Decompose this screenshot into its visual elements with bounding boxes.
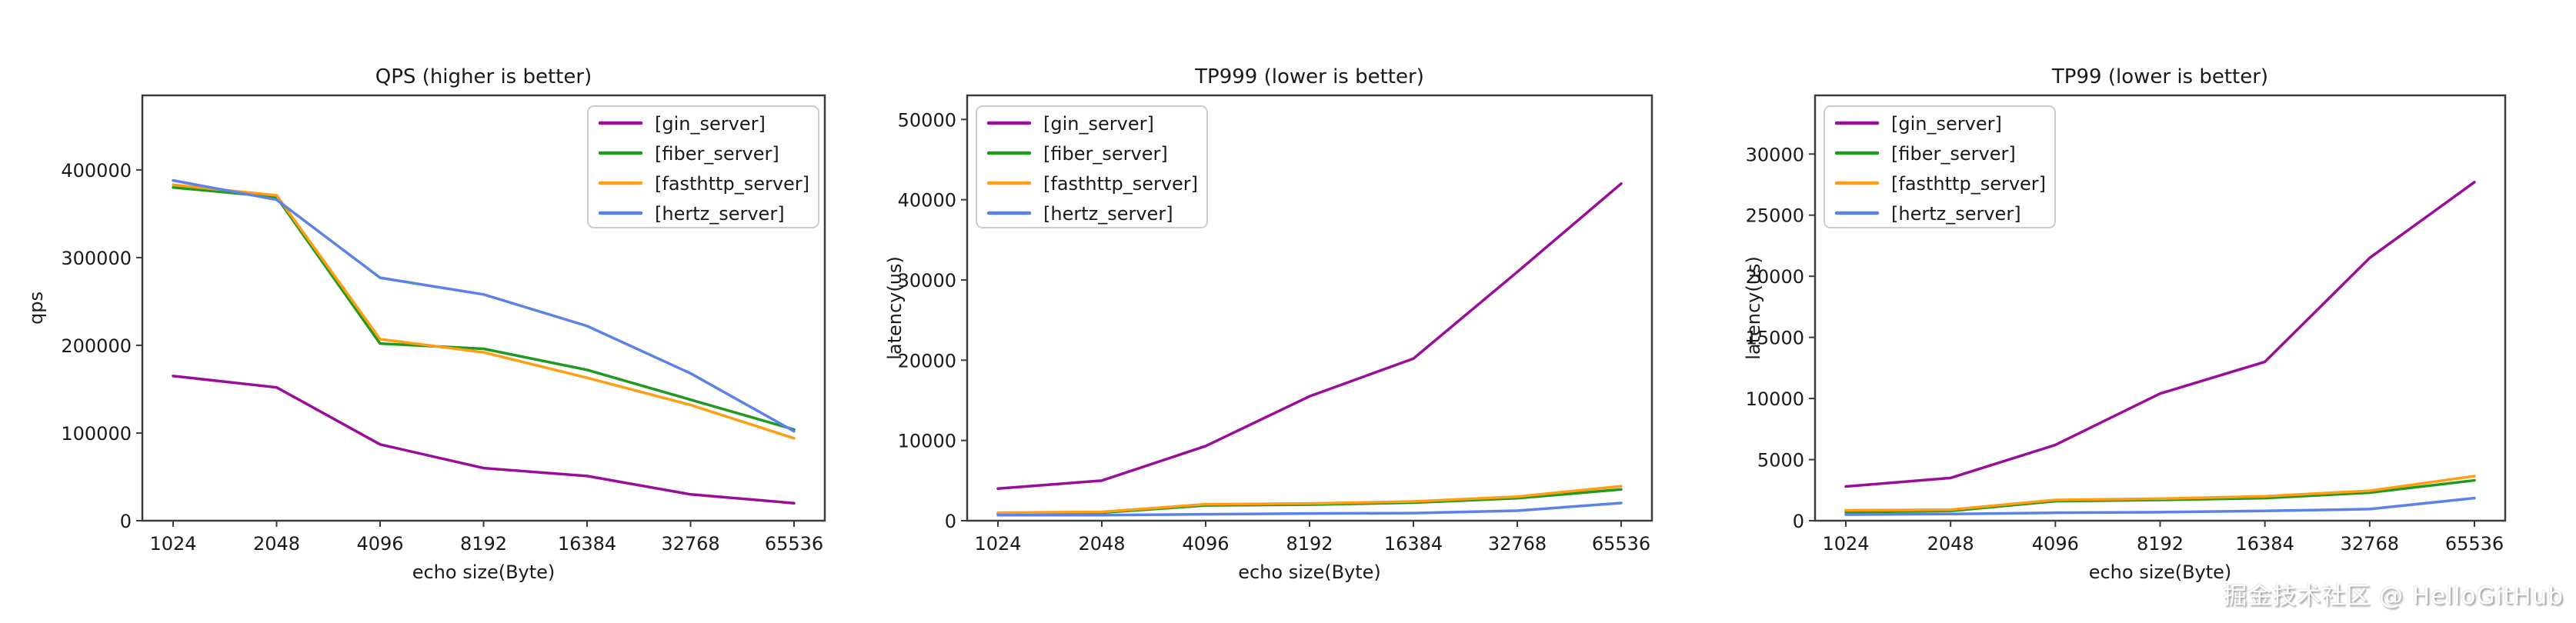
- chart-tp999: TP999 (lower is better) 0 10000 20000 30000 4…: [859, 0, 1717, 623]
- chart-title: QPS (higher is better): [375, 65, 592, 88]
- legend-label: [fasthttp_server]: [1043, 173, 1198, 195]
- series-line-hertz_server: [172, 178, 796, 433]
- series-line-fasthttp_server: [996, 485, 1623, 515]
- y-tick-label: 5000: [1757, 450, 1804, 471]
- legend-item: [fiber_server]: [598, 143, 779, 165]
- x-tick-label: 1024: [1822, 533, 1869, 555]
- y-tick-label: 50000: [898, 109, 956, 131]
- legend-item: [fasthttp_server]: [986, 173, 1198, 195]
- legend-label: [hertz_server]: [655, 203, 785, 225]
- chart-title: TP999 (lower is better): [1194, 65, 1424, 88]
- legend-label: [fiber_server]: [655, 143, 779, 165]
- x-tick-label: 8192: [460, 533, 507, 555]
- y-tick-label: 25000: [1746, 205, 1804, 227]
- series-line-hertz_server: [996, 501, 1623, 517]
- legend-item: [gin_server]: [1834, 113, 2002, 135]
- legend-label: [gin_server]: [1891, 113, 2002, 135]
- x-tick-label: 32768: [1488, 533, 1547, 555]
- chart-qps: QPS (higher is better) 0 100000 200000 30000…: [0, 0, 859, 623]
- plot-frame: [966, 94, 1653, 522]
- legend: [gin_server] [fiber_server] [fasthttp_serv…: [587, 105, 819, 228]
- chart-qps-svg: QPS (higher is better) 0 100000 200000 30000…: [25, 65, 826, 583]
- y-axis-label: latency(us): [884, 256, 906, 360]
- y-axis-label: qps: [25, 292, 47, 325]
- x-tick-label: 65536: [1592, 533, 1650, 555]
- x-tick-label: 16384: [2235, 533, 2294, 555]
- y-tick-label: 300000: [61, 248, 132, 269]
- y-tick-label: 10000: [1746, 388, 1804, 410]
- legend-label: [gin_server]: [1043, 113, 1154, 135]
- y-tick-label: 10000: [898, 431, 956, 452]
- y-tick-label: 30000: [898, 270, 956, 292]
- chart-tp999-svg: TP999 (lower is better) 0 10000 20000 30000 4…: [884, 65, 1653, 583]
- legend-item: [fasthttp_server]: [1834, 173, 2046, 195]
- x-tick-label: 4096: [1182, 533, 1229, 555]
- watermark: 掘金技术社区 @ HelloGitHub: [2223, 582, 2564, 610]
- chart-tp99-svg: TP99 (lower is better) 0 5000 10000 15000 200…: [1743, 65, 2507, 583]
- legend-item: [fasthttp_server]: [598, 173, 809, 195]
- x-tick-label: 1024: [149, 533, 196, 555]
- x-tick-label: 2048: [253, 533, 300, 555]
- y-tick-label: 100000: [61, 423, 132, 445]
- plot-frame: [1814, 94, 2507, 522]
- legend-box: [587, 105, 819, 228]
- x-tick-label: 1024: [974, 533, 1021, 555]
- x-axis-label: echo size(Byte): [1238, 561, 1381, 583]
- x-axis-label: echo size(Byte): [412, 561, 556, 583]
- series-line-fasthttp_server: [1844, 475, 2476, 512]
- x-axis-label: echo size(Byte): [2089, 561, 2232, 583]
- legend-box: [1824, 105, 2056, 228]
- legend-item: [hertz_server]: [598, 203, 785, 225]
- y-tick-label: 200000: [61, 335, 132, 357]
- x-tick-label: 4096: [2032, 533, 2079, 555]
- plot-frame: [141, 94, 826, 522]
- y-axis-label: latency(us): [1743, 256, 1764, 360]
- x-tick-label: 16384: [1384, 533, 1443, 555]
- x-tick-label: 8192: [2137, 533, 2184, 555]
- series-line-gin_server: [1844, 181, 2476, 488]
- y-tick-label: 40000: [898, 190, 956, 212]
- y-tick-label: 0: [1793, 511, 1804, 532]
- legend-label: [fasthttp_server]: [1891, 173, 2046, 195]
- x-tick-label: 2048: [1927, 533, 1974, 555]
- y-tick-label: 20000: [898, 350, 956, 371]
- legend: [gin_server] [fiber_server] [fasthttp_serv…: [1824, 105, 2056, 228]
- x-tick-label: 2048: [1078, 533, 1125, 555]
- legend-item: [gin_server]: [986, 113, 1154, 135]
- legend-label: [fiber_server]: [1043, 143, 1168, 165]
- series-line-gin_server: [172, 375, 796, 505]
- x-tick-label: 65536: [2445, 533, 2504, 555]
- legend-label: [gin_server]: [655, 113, 766, 135]
- x-tick-label: 65536: [765, 533, 823, 555]
- legend-label: [hertz_server]: [1043, 203, 1173, 225]
- legend-box: [976, 105, 1208, 228]
- legend-item: [gin_server]: [598, 113, 766, 135]
- y-tick-label: 400000: [61, 160, 132, 182]
- x-tick-label: 4096: [356, 533, 403, 555]
- series-line-hertz_server: [1844, 496, 2476, 516]
- legend-item: [hertz_server]: [986, 203, 1173, 225]
- x-tick-label: 32768: [661, 533, 719, 555]
- legend: [gin_server] [fiber_server] [fasthttp_serv…: [976, 105, 1208, 228]
- y-tick-label: 30000: [1746, 144, 1804, 165]
- legend-label: [hertz_server]: [1891, 203, 2021, 225]
- chart-tp99: TP99 (lower is better) 0 5000 10000 15000 200…: [1717, 0, 2576, 623]
- legend-label: [fasthttp_server]: [655, 173, 809, 195]
- chart-title: TP99 (lower is better): [2051, 65, 2268, 88]
- y-tick-label: 20000: [1746, 266, 1804, 288]
- series-line-gin_server: [996, 182, 1623, 491]
- legend-item: [fiber_server]: [1834, 143, 2016, 165]
- y-tick-label: 0: [945, 511, 956, 532]
- legend-item: [fiber_server]: [986, 143, 1168, 165]
- legend-item: [hertz_server]: [1834, 203, 2021, 225]
- y-tick-label: 15000: [1746, 328, 1804, 349]
- x-tick-label: 8192: [1286, 533, 1333, 555]
- x-tick-label: 16384: [558, 533, 616, 555]
- series-line-fasthttp_server: [172, 183, 796, 440]
- y-tick-label: 0: [120, 511, 132, 532]
- x-tick-label: 32768: [2341, 533, 2399, 555]
- legend-label: [fiber_server]: [1891, 143, 2016, 165]
